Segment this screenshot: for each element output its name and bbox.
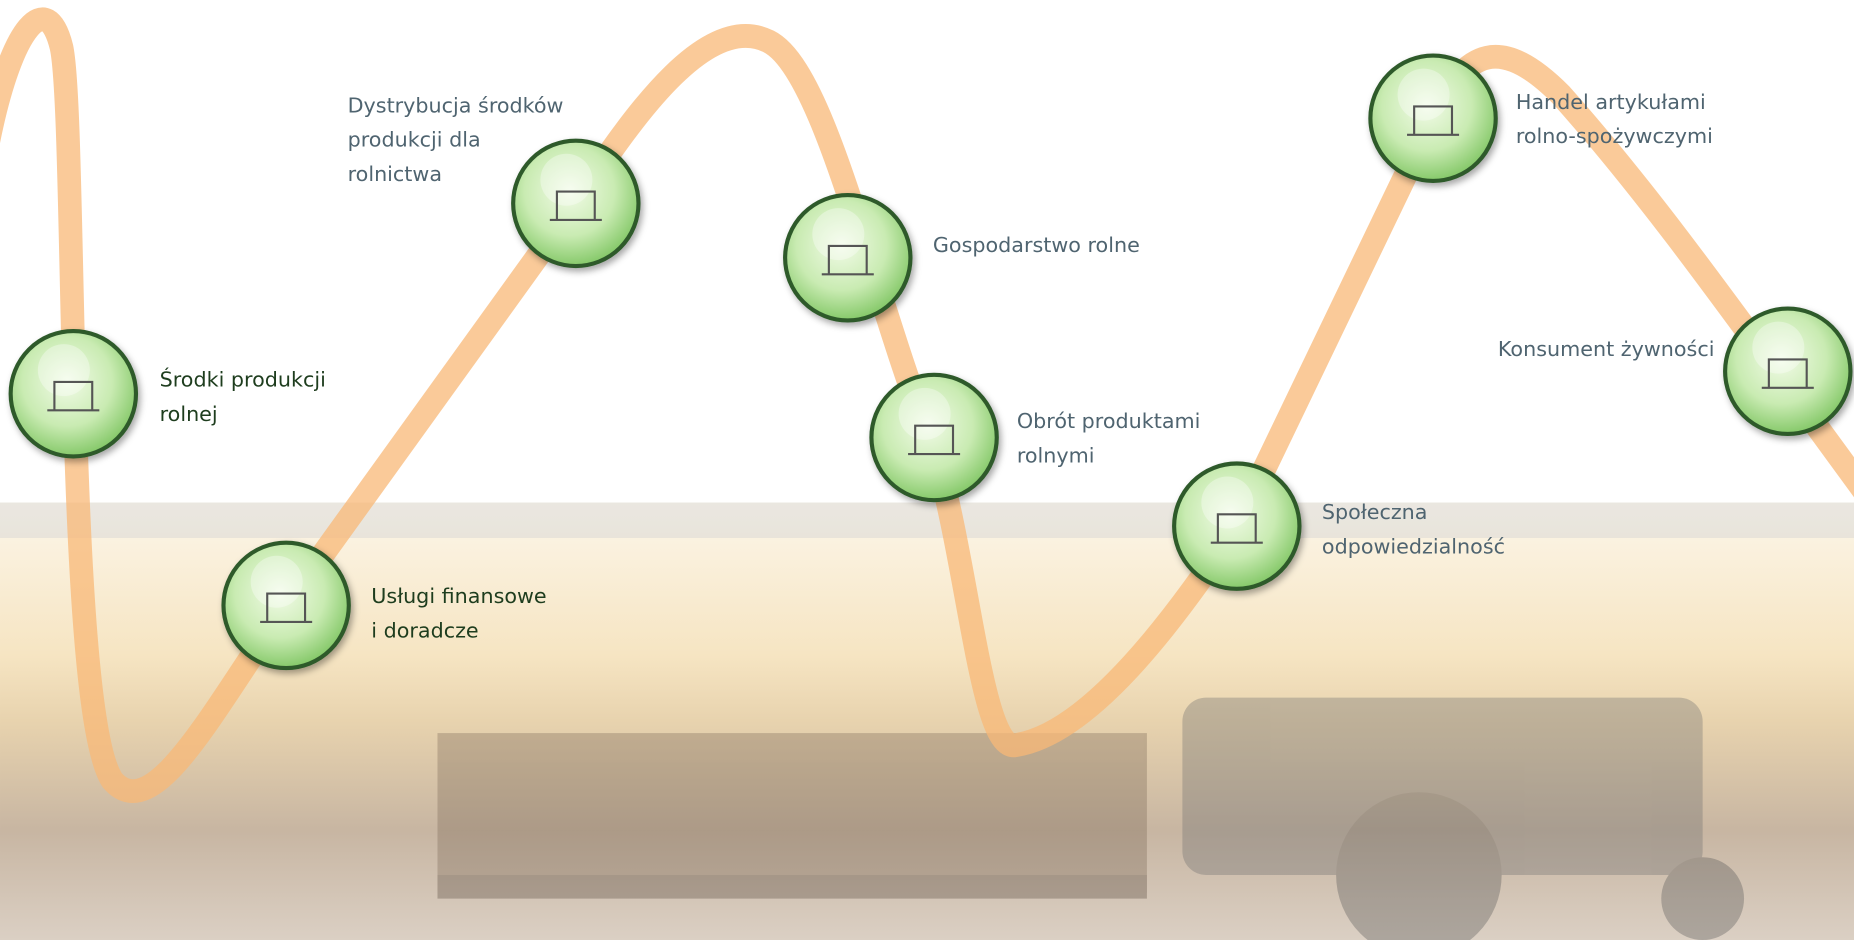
node-highlight [899, 388, 951, 440]
node-label: rolno-spożywczymi [1516, 124, 1713, 148]
node-highlight [38, 344, 90, 396]
sky-band [0, 503, 1854, 538]
node-label: Społeczna [1322, 500, 1428, 524]
page: {"nodes": [ {"label": ["Środki produkcji… [0, 0, 1854, 940]
node-highlight [251, 556, 303, 608]
node-label: Usługi finansowe [371, 584, 546, 608]
node-label: produkcji dla [348, 128, 481, 152]
node-highlight [540, 154, 592, 206]
diagram: Środki produkcji rolnej Usługi finansowe i … [0, 0, 1854, 940]
node-label: rolnej [160, 402, 218, 426]
node-label: Handel artykułami [1516, 90, 1706, 114]
node-highlight [1201, 477, 1253, 529]
node-label: Środki produkcji [160, 367, 326, 392]
node-highlight [812, 208, 864, 260]
node-label: rolnictwa [348, 162, 442, 186]
node-label: Gospodarstwo rolne [933, 233, 1140, 257]
node-label: Obrót produktami [1017, 409, 1201, 433]
node-label: i doradcze [371, 618, 478, 642]
node-highlight [1398, 69, 1450, 121]
node-label: Dystrybucja środków [348, 93, 564, 117]
node-label: Konsument żywności [1498, 337, 1715, 361]
node-label: rolnymi [1017, 443, 1095, 467]
node-highlight [1752, 322, 1804, 374]
node-label: odpowiedzialność [1322, 534, 1505, 558]
